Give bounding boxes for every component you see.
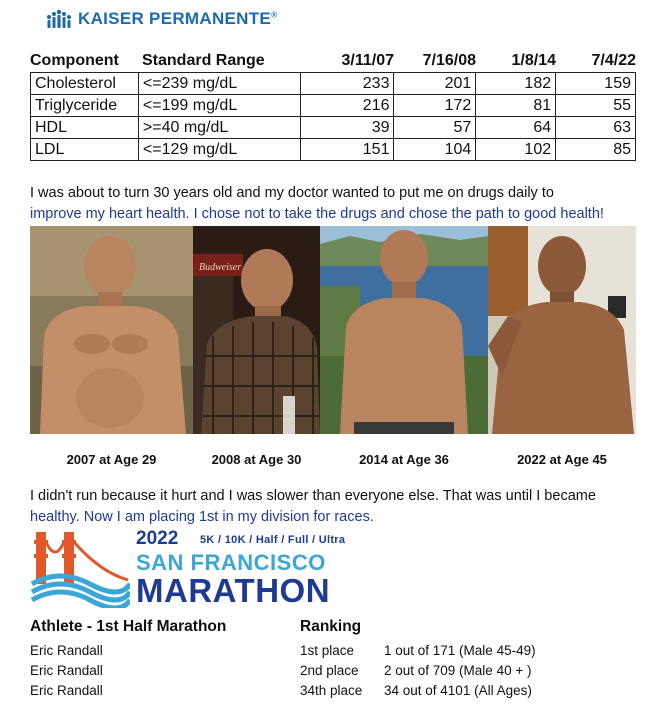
progress-photos: Budweiser — [30, 226, 636, 434]
range-cell: <=199 mg/dL — [137, 94, 301, 117]
place-detail: 2 out of 709 (Male 40 + ) — [384, 662, 532, 678]
story-line: I was about to turn 30 years old and my … — [30, 185, 554, 201]
component-cell: LDL — [30, 138, 139, 161]
component-cell: HDL — [30, 116, 139, 139]
photo-caption: 2014 at Age 36 — [359, 452, 449, 467]
marathon-city: SAN FRANCISCO — [136, 550, 326, 575]
photo-2007 — [30, 226, 193, 434]
race-results: Athlete - 1st Half Marathon Ranking Eric… — [30, 618, 650, 700]
sf-marathon-logo: 2022 5K / 10K / Half / Full / Ultra SAN … — [30, 528, 360, 609]
athlete-name: Eric Randall — [30, 662, 103, 678]
marathon-distances: 5K / 10K / Half / Full / Ultra — [200, 534, 346, 546]
result-row: Eric Randall 2nd place 2 out of 709 (Mal… — [30, 660, 650, 680]
result-row: Eric Randall 34th place 34 out of 4101 (… — [30, 680, 650, 700]
photo-2022 — [488, 226, 636, 434]
athlete-header: Athlete - 1st Half Marathon — [30, 618, 227, 635]
sign-text: Budweiser — [199, 262, 241, 273]
value-cell: 233 — [299, 72, 395, 95]
lab-header-date: 7/16/08 — [422, 52, 476, 69]
lab-header-date: 1/8/14 — [511, 52, 556, 69]
value-cell: 55 — [555, 94, 636, 117]
kaiser-people-icon — [47, 9, 71, 28]
lab-header-date: 7/4/22 — [591, 52, 636, 69]
place-detail: 34 out of 4101 (All Ages) — [384, 682, 532, 698]
range-cell: >=40 mg/dL — [137, 116, 301, 139]
result-row: Eric Randall 1st place 1 out of 171 (Mal… — [30, 640, 650, 660]
value-cell: 85 — [555, 138, 636, 161]
lab-header-component: Component — [30, 52, 119, 69]
place: 1st place — [300, 642, 355, 658]
range-cell: <=129 mg/dL — [137, 138, 301, 161]
story-line: healthy. Now I am placing 1st in my divi… — [30, 509, 374, 525]
value-cell: 216 — [299, 94, 395, 117]
lab-table: Cholesterol <=239 mg/dL 233 201 182 159 … — [30, 72, 636, 161]
athlete-name: Eric Randall — [30, 682, 103, 698]
photo-caption: 2007 at Age 29 — [66, 452, 157, 467]
value-cell: 63 — [555, 116, 636, 139]
marathon-year: 2022 — [136, 528, 179, 549]
value-cell: 81 — [475, 94, 557, 117]
value-cell: 57 — [393, 116, 477, 139]
component-cell: Cholesterol — [30, 72, 139, 95]
table-row: Triglyceride <=199 mg/dL 216 172 81 55 — [30, 94, 636, 117]
table-row: LDL <=129 mg/dL 151 104 102 85 — [30, 138, 636, 161]
value-cell: 64 — [475, 116, 557, 139]
table-row: HDL >=40 mg/dL 39 57 64 63 — [30, 116, 636, 139]
golden-gate-bridge-icon — [30, 532, 130, 608]
kaiser-permanente-logo: KAISER PERMANENTE® — [44, 8, 277, 30]
photo-caption: 2022 at Age 45 — [517, 452, 607, 467]
story-paragraph-2: I didn't run because it hurt and I was s… — [30, 486, 650, 528]
place: 2nd place — [300, 662, 359, 678]
place: 34th place — [300, 682, 363, 698]
story-paragraph-1: I was about to turn 30 years old and my … — [30, 183, 650, 225]
value-cell: 102 — [475, 138, 557, 161]
value-cell: 151 — [299, 138, 395, 161]
value-cell: 172 — [393, 94, 477, 117]
value-cell: 201 — [393, 72, 477, 95]
marathon-name: MARATHON — [136, 572, 331, 609]
story-line: I didn't run because it hurt and I was s… — [30, 488, 596, 504]
value-cell: 159 — [555, 72, 636, 95]
place-detail: 1 out of 171 (Male 45-49) — [384, 642, 536, 658]
lab-results: Component Standard Range 3/11/07 7/16/08… — [30, 52, 636, 161]
value-cell: 182 — [475, 72, 557, 95]
value-cell: 39 — [299, 116, 395, 139]
component-cell: Triglyceride — [30, 94, 139, 117]
range-cell: <=239 mg/dL — [137, 72, 301, 95]
value-cell: 104 — [393, 138, 477, 161]
photo-2014 — [320, 226, 488, 434]
results-header: Athlete - 1st Half Marathon Ranking — [30, 618, 650, 640]
athlete-name: Eric Randall — [30, 642, 103, 658]
story-line: improve my heart health. I chose not to … — [30, 206, 604, 222]
lab-header-date: 3/11/07 — [341, 52, 395, 69]
ranking-header: Ranking — [300, 618, 362, 635]
photo-2008: Budweiser — [193, 226, 320, 434]
photo-caption: 2008 at Age 30 — [211, 452, 302, 467]
lab-header-row: Component Standard Range 3/11/07 7/16/08… — [30, 52, 636, 72]
table-row: Cholesterol <=239 mg/dL 233 201 182 159 — [30, 72, 636, 95]
lab-header-range: Standard Range — [142, 52, 265, 69]
kaiser-brand-text: KAISER PERMANENTE® — [78, 9, 278, 28]
